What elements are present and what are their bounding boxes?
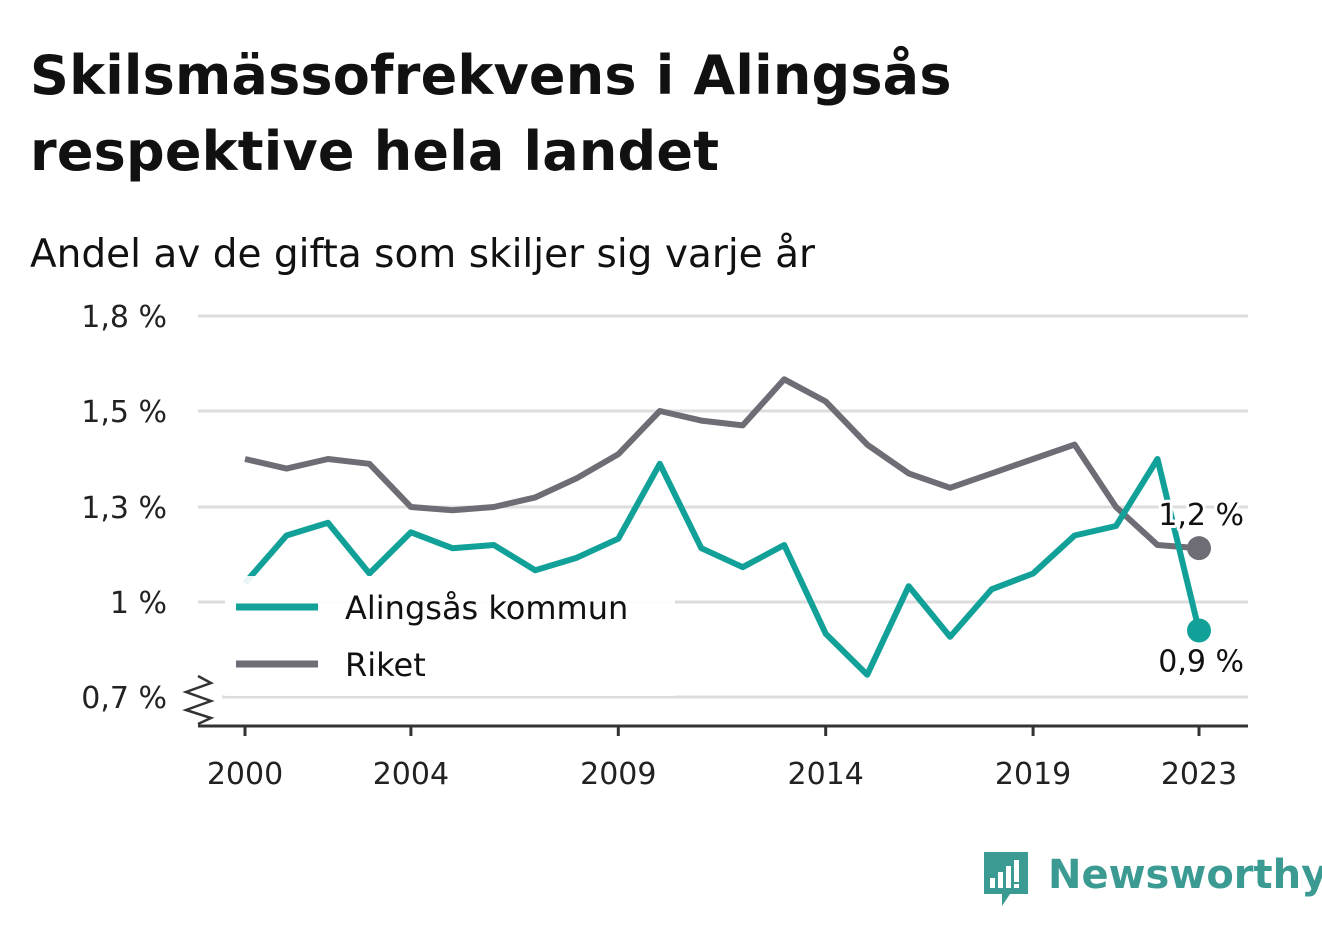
series-line-riket [244, 376, 1200, 552]
newsworthy-logo-icon [984, 852, 1028, 906]
x-tick-label: 2009 [580, 757, 656, 792]
brand-name: Newsworthy [1048, 852, 1322, 898]
chart-subtitle: Andel av de gifta som skiljer sig varje … [30, 232, 816, 277]
end-label-riket: 1,2 % [1158, 498, 1244, 533]
end-label-alingsas: 0,9 % [1158, 645, 1244, 680]
legend: Alingsås kommun Riket [225, 576, 675, 696]
y-axis-break-icon [182, 674, 215, 726]
x-tick-label: 2023 [1161, 757, 1237, 792]
x-tick-label: 2019 [995, 757, 1071, 792]
x-tick-label: 2000 [207, 757, 283, 792]
legend-label-riket: Riket [345, 646, 426, 684]
newsworthy-brand: Newsworthy [980, 850, 1322, 910]
axes: 1,8 % 1,5 % 1,3 % 1 % 0,7 % 2000 2004 2009 2014 2… [81, 300, 1248, 792]
x-tick-label: 2014 [788, 757, 864, 792]
series-line-alingsas [242, 456, 1202, 678]
chart-title: Skilsmässofrekvens i Alingsås respektive… [30, 44, 952, 183]
y-tick-label: 1,5 % [81, 395, 167, 430]
y-tick-label: 0,7 % [81, 681, 167, 716]
x-tick-label: 2004 [373, 757, 449, 792]
y-tick-label: 1 % [110, 586, 167, 621]
y-tick-label: 1,3 % [81, 491, 167, 526]
end-point-alingsas [1187, 618, 1211, 643]
y-tick-label: 1,8 % [81, 300, 167, 335]
grid-lines [198, 314, 1248, 699]
legend-background [225, 576, 675, 696]
end-point-riket [1187, 536, 1211, 561]
legend-label-alingsas: Alingsås kommun [345, 589, 628, 627]
series-lines: 0,9 % 1,2 % [242, 376, 1247, 683]
